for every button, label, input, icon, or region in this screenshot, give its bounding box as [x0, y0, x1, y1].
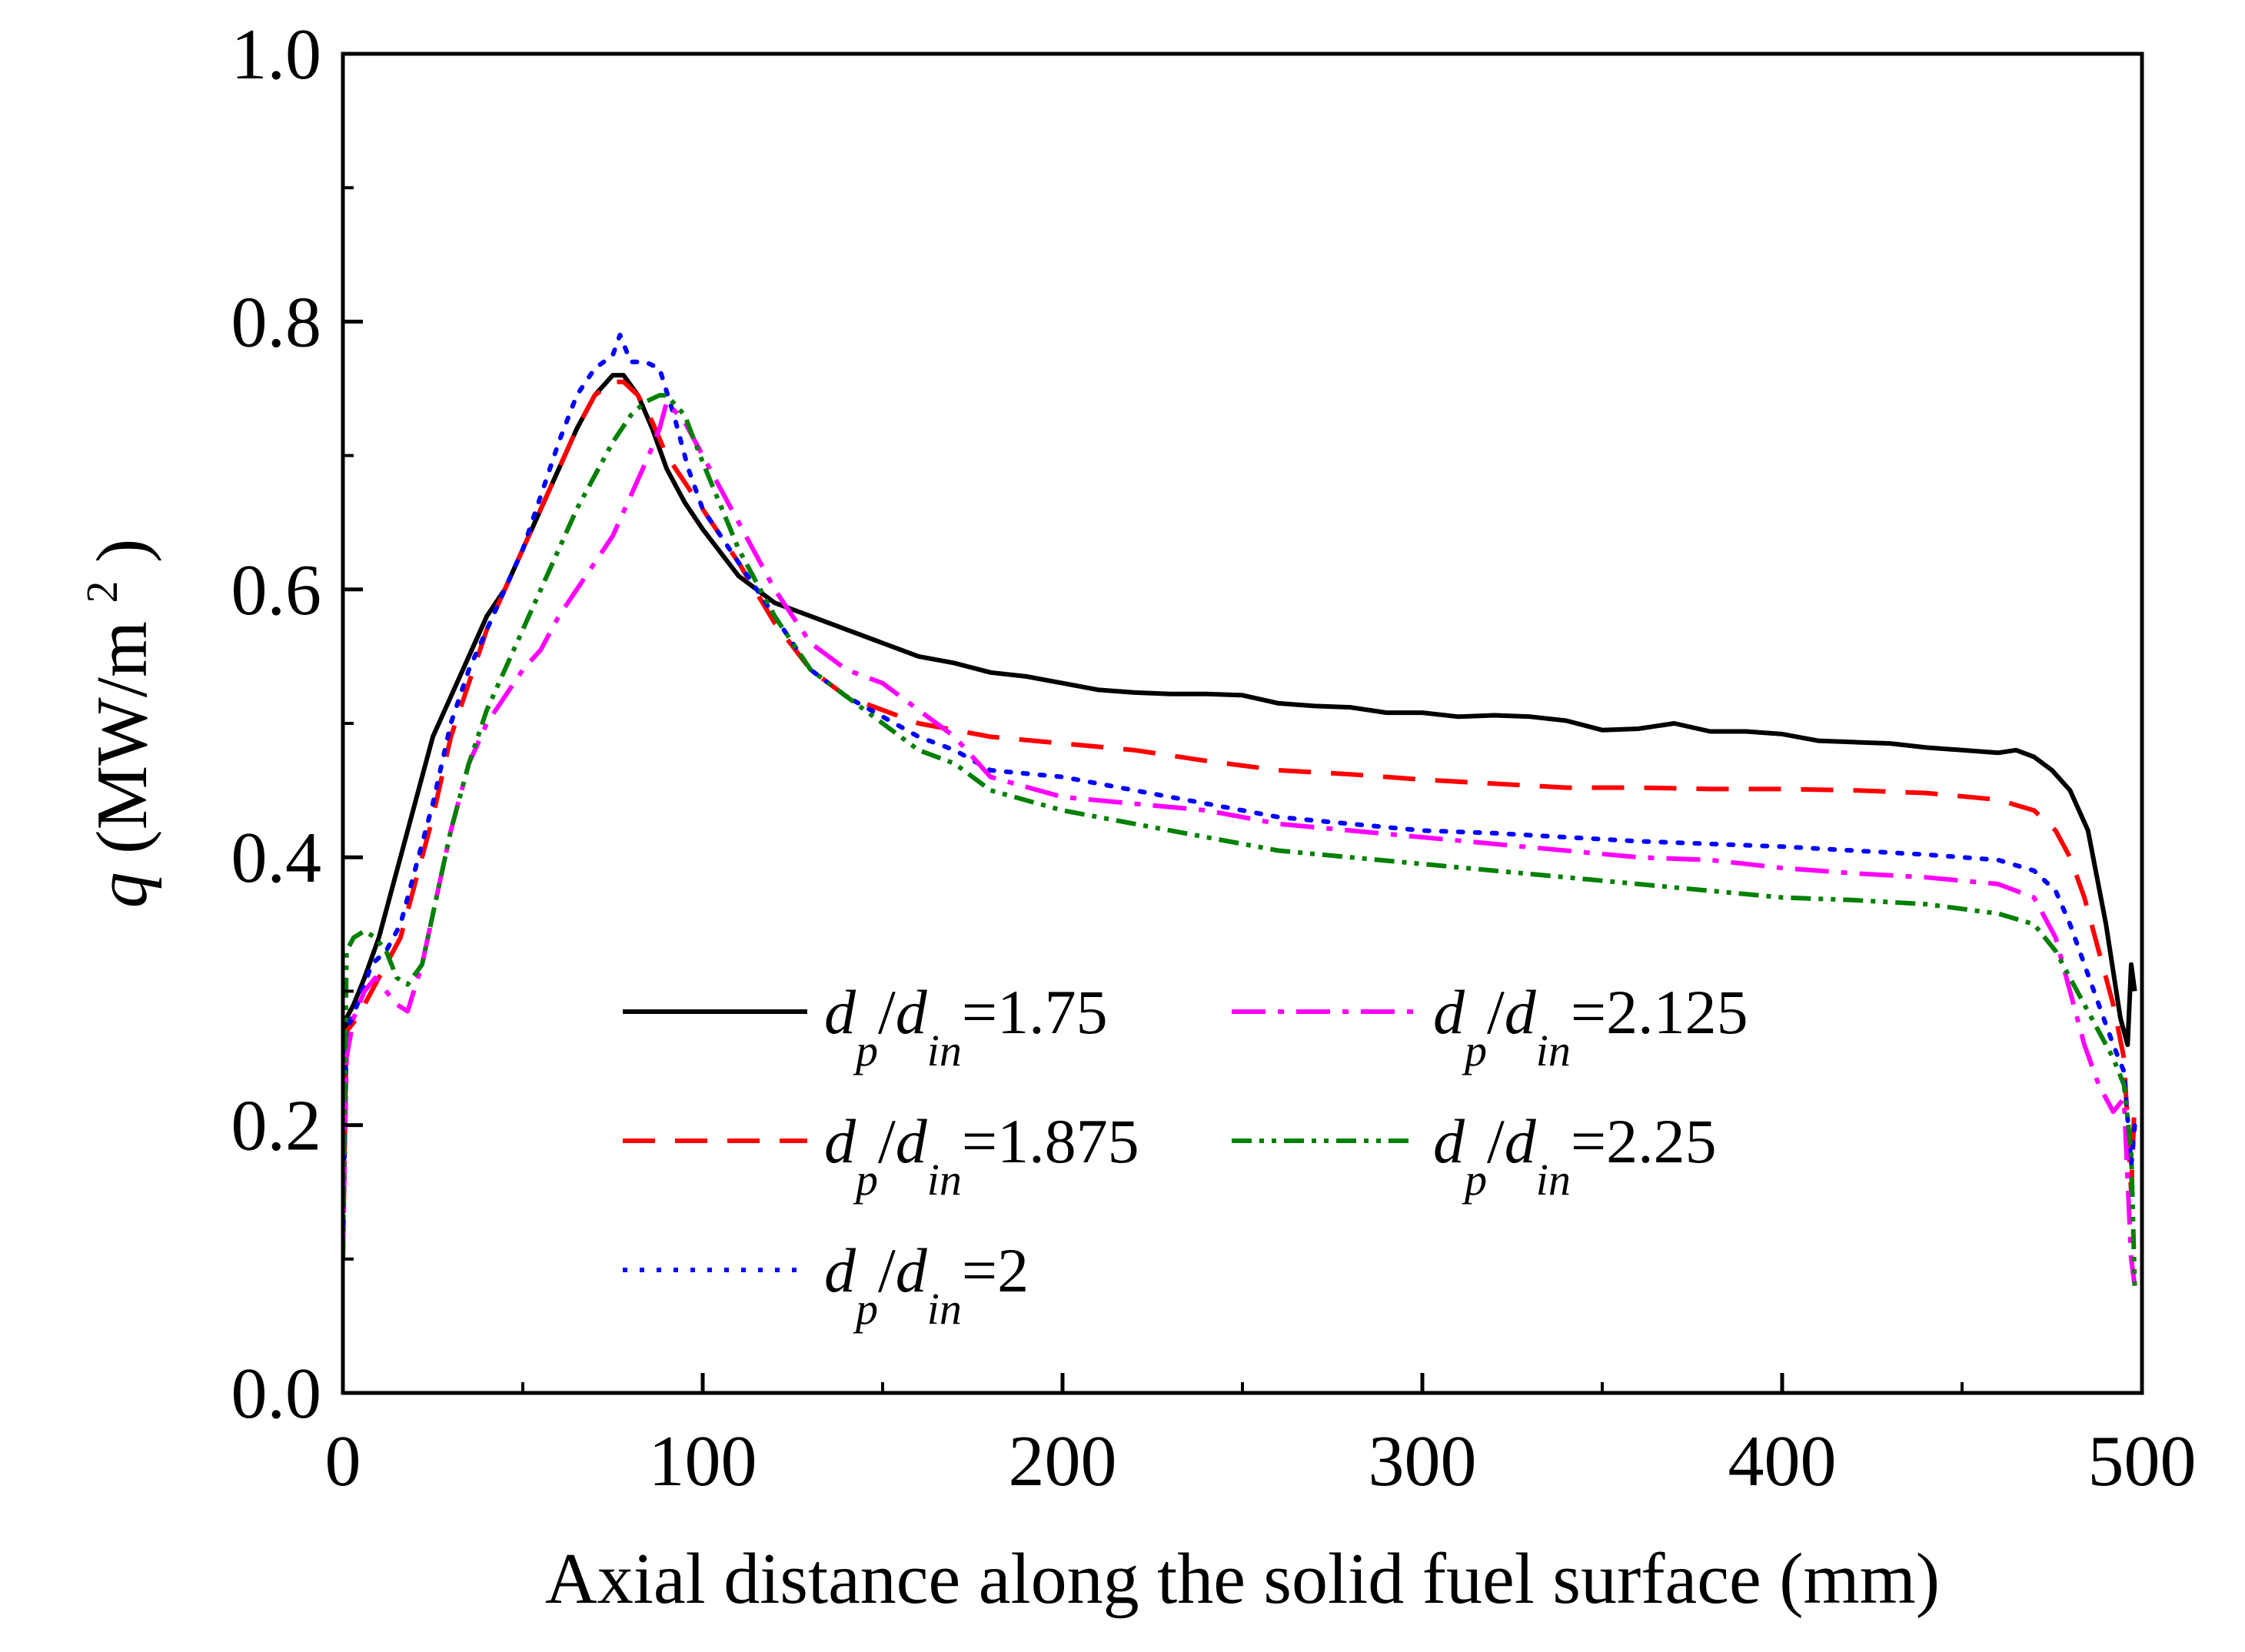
legend-label: dp/din=2.125: [1433, 977, 1748, 1075]
y-axis-units: (MW/m: [82, 621, 162, 854]
y-tick-label: 0.4: [231, 818, 322, 898]
legend-label: dp/din=2: [824, 1235, 1029, 1334]
legend: dp/din=1.75 dp/din=1.875 dp/din=2 dp/din=2.…: [623, 977, 1748, 1334]
series-line-5: [343, 393, 2137, 1286]
x-tick-label: 500: [2088, 1421, 2197, 1501]
legend-item-3: dp/din=2: [623, 1235, 1029, 1334]
y-axis-variable: q: [82, 872, 162, 908]
y-axis-units-exponent: 2: [77, 580, 127, 603]
y-tick-label: 0.2: [231, 1086, 322, 1166]
ticks-layer: 0 100 200 300 400 500 0.0 0.2 0.4 0.6 0.8 1.0: [231, 15, 2197, 1501]
legend-item-5: dp/din=2.25: [1232, 1106, 1717, 1205]
legend-label: dp/din=1.875: [824, 1106, 1139, 1205]
series-layer: [343, 332, 2137, 1286]
x-tick-label: 400: [1728, 1421, 1837, 1501]
legend-item-2: dp/din=1.875: [623, 1106, 1139, 1205]
y-tick-label: 0.0: [231, 1354, 322, 1434]
series-line-1: [343, 373, 2137, 1206]
y-tick-label: 0.8: [231, 282, 322, 362]
x-tick-label: 100: [649, 1421, 757, 1501]
y-tick-label: 0.6: [231, 550, 322, 630]
x-tick-label: 200: [1009, 1421, 1117, 1501]
legend-label: dp/din=1.75: [824, 977, 1108, 1075]
x-tick-label: 300: [1369, 1421, 1477, 1501]
x-tick-label: 0: [325, 1421, 361, 1501]
y-tick-label: 1.0: [231, 15, 322, 95]
legend-label: dp/din=2.25: [1433, 1106, 1717, 1205]
y-axis-title: q (MW/m 2 ): [53, 539, 162, 909]
legend-item-4: dp/din=2.125: [1232, 977, 1748, 1075]
y-axis-units-close: ): [82, 539, 162, 563]
legend-item-1: dp/din=1.75: [623, 977, 1108, 1075]
x-axis-title: Axial distance along the solid fuel surf…: [545, 1539, 1940, 1619]
